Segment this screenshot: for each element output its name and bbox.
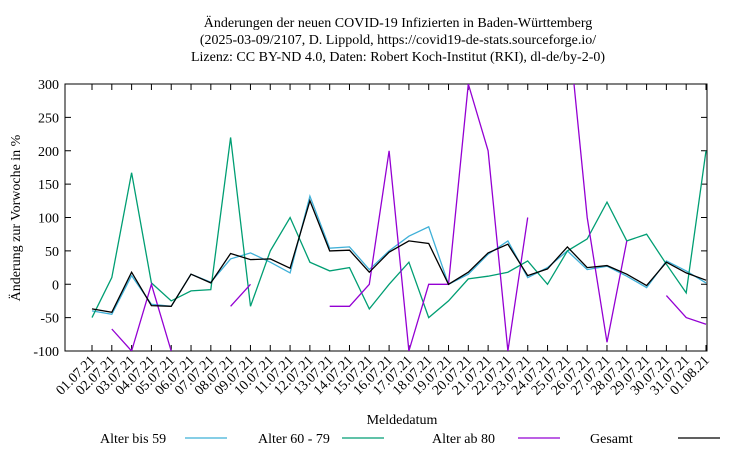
legend-label: Alter 60 - 79: [258, 432, 330, 447]
legend-label: Alter bis 59: [100, 432, 166, 447]
chart-title: Lizenz: CC BY-ND 4.0, Daten: Robert Koch…: [191, 50, 605, 65]
plot-frame: [64, 83, 708, 352]
y-tick-label: 50: [45, 245, 59, 260]
y-tick-label: -50: [40, 312, 59, 327]
y-tick-label: 250: [38, 111, 59, 126]
y-tick-label: 200: [38, 145, 59, 160]
y-tick-label: 300: [38, 78, 59, 93]
data-line: [111, 84, 707, 351]
x-axis-label: Meldedatum: [367, 413, 438, 428]
chart-title: Änderungen der neuen COVID-19 Infizierte…: [204, 14, 593, 31]
y-tick-label: -100: [33, 345, 59, 360]
y-tick-label: 0: [52, 278, 59, 293]
y-tick-label: 100: [38, 212, 59, 227]
data-line: [91, 198, 707, 314]
legend-label: Gesamt: [590, 432, 633, 447]
y-tick-label: 150: [38, 178, 59, 193]
legend-label: Alter ab 80: [432, 432, 495, 447]
y-axis-label: Änderung zur Vorwoche in %: [7, 134, 24, 301]
chart-title: (2025-03-09/2107, D. Lippold, https://co…: [200, 33, 596, 48]
data-line: [91, 137, 707, 319]
plot-area: [91, 84, 707, 351]
